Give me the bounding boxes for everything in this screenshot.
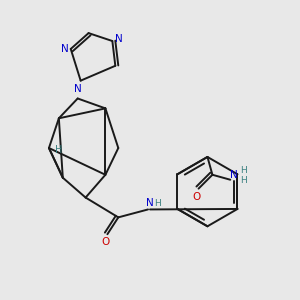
Text: H: H bbox=[154, 199, 161, 208]
Text: N: N bbox=[61, 44, 69, 54]
Text: N: N bbox=[116, 34, 123, 44]
Text: H: H bbox=[55, 145, 62, 155]
Text: O: O bbox=[101, 237, 110, 247]
Text: H: H bbox=[240, 166, 247, 175]
Text: H: H bbox=[240, 176, 247, 185]
Text: O: O bbox=[192, 192, 201, 202]
Text: N: N bbox=[74, 84, 82, 94]
Text: N: N bbox=[230, 170, 238, 180]
Text: N: N bbox=[146, 197, 154, 208]
